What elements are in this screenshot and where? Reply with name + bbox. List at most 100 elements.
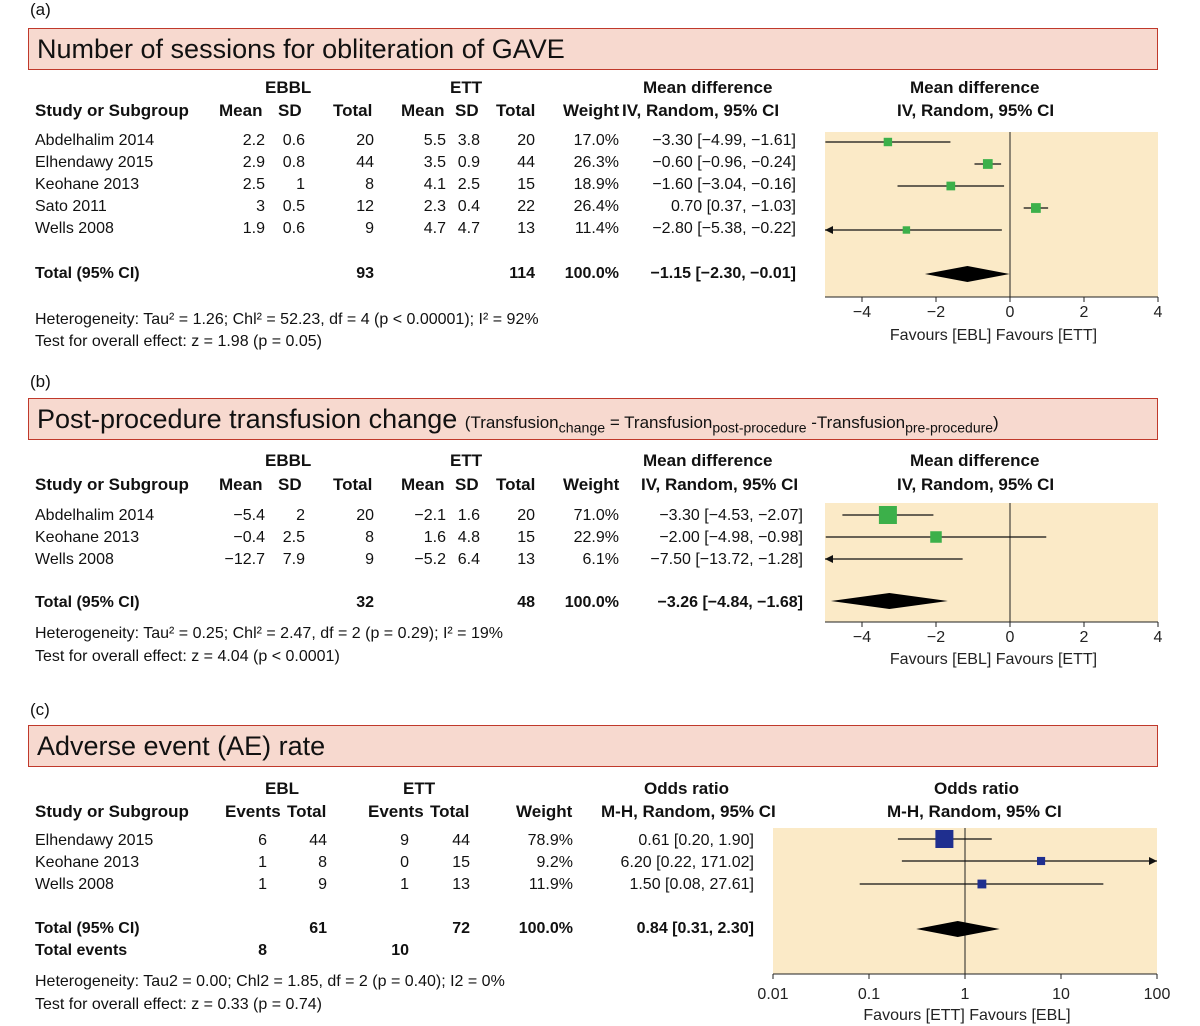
study-marker <box>982 159 993 169</box>
value: 3.8 <box>457 132 480 149</box>
study-marker <box>946 181 956 191</box>
value: 3 <box>256 198 265 215</box>
formula-sub: pre-procedure <box>905 419 994 436</box>
ci-arrow-right <box>1149 857 1157 865</box>
study-name: Elhendawy 2015 <box>35 154 154 171</box>
value: 44 <box>309 832 327 849</box>
total-weight: 100.0% <box>564 594 619 611</box>
study-marker <box>977 879 987 889</box>
value: 20 <box>356 507 374 524</box>
panel-b-col-total2: Total <box>496 475 536 494</box>
value: 4.7 <box>457 220 480 237</box>
ci-text: 0.70 [0.37, −1.03] <box>671 198 796 215</box>
weight: 26.4% <box>573 198 619 215</box>
ci-text: −0.60 [−0.96, −0.24] <box>652 154 796 171</box>
panel-c-effect-bottom: M-H, Random, 95% CI <box>601 802 776 821</box>
value: 2.5 <box>282 529 305 546</box>
value: 13 <box>452 876 470 893</box>
value: 4.8 <box>457 529 480 546</box>
panel-b-effect-top: Mean difference <box>643 451 773 470</box>
panel-b-heterogeneity: Heterogeneity: Tau² = 0.25; Chl² = 2.47,… <box>35 625 503 642</box>
panel-a-col-total2: Total <box>496 101 536 120</box>
study-name: Keohane 2013 <box>35 529 140 546</box>
favours-label: Favours [EBL] Favours [ETT] <box>890 327 1097 344</box>
ci-text: −3.30 [−4.53, −2.07] <box>659 507 803 524</box>
panel-b-title-formula: (Transfusionchange = Transfusionpost-pro… <box>464 413 999 436</box>
total-weight: 100.0% <box>564 265 619 282</box>
panel-a-group1: EBBL <box>265 78 312 97</box>
panel-a-title: Number of sessions for obliteration of G… <box>37 34 565 64</box>
panel-a-col-total1: Total <box>333 101 373 120</box>
total-ci: −3.26 [−4.84, −1.68] <box>657 594 803 611</box>
panel-a-heterogeneity: Heterogeneity: Tau² = 1.26; Chl² = 52.23… <box>35 311 539 328</box>
panel-b-overall-test: Test for overall effect: z = 4.04 (p < 0… <box>35 648 340 665</box>
panel-a-col-sd2: SD <box>455 101 479 120</box>
x-tick-label: −2 <box>927 629 945 646</box>
study-marker <box>935 830 954 848</box>
weight: 17.0% <box>573 132 619 149</box>
panel-b-col-mean2: Mean <box>401 475 445 494</box>
value: 8 <box>365 176 374 193</box>
panel-c-col-total2: Total <box>430 802 470 821</box>
value: 15 <box>517 176 535 193</box>
panel-a-overall-test: Test for overall effect: z = 1.98 (p = 0… <box>35 333 322 350</box>
x-tick-label: 0 <box>1006 304 1015 321</box>
x-tick-label: 100 <box>1144 986 1171 1003</box>
value: 2.3 <box>423 198 446 215</box>
panel-c-col-events2: Events <box>368 802 424 821</box>
panel-c-col-events1: Events <box>225 802 281 821</box>
value: −0.4 <box>233 529 265 546</box>
value: 4.7 <box>423 220 446 237</box>
panel-a-group2: ETT <box>450 78 483 97</box>
panel-b-effect-bottom: IV, Random, 95% CI <box>641 475 799 494</box>
formula-sub: post-procedure <box>712 419 807 436</box>
panel-a-forest-plot: −4 −2 0 2 4 Favours [EBL] Favours [ETT] <box>825 132 1163 344</box>
value: 8 <box>365 529 374 546</box>
weight: 78.9% <box>527 832 573 849</box>
formula-text: -Transfusion <box>806 413 906 432</box>
ci-text: −1.60 [−3.04, −0.16] <box>652 176 796 193</box>
value: 12 <box>356 198 374 215</box>
formula-text: ) <box>993 413 999 432</box>
panel-a-title-banner: Number of sessions for obliteration of G… <box>28 28 1158 70</box>
total-events-label: Total events <box>35 942 128 959</box>
value: 9 <box>318 876 327 893</box>
total-label: Total (95% CI) <box>35 265 140 282</box>
total-weight: 100.0% <box>518 920 573 937</box>
panel-a-col-mean1: Mean <box>219 101 263 120</box>
value: 0 <box>400 854 409 871</box>
x-tick-label: 0.1 <box>858 986 880 1003</box>
value: 13 <box>517 551 535 568</box>
panel-c-plot-title-top: Odds ratio <box>934 779 1020 798</box>
total-n2: 114 <box>509 265 535 282</box>
panel-b-title: Post-procedure transfusion change <box>37 404 458 434</box>
ci-text: 0.61 [0.20, 1.90] <box>638 832 754 849</box>
panel-b-col-mean1: Mean <box>219 475 263 494</box>
ci-text: 6.20 [0.22, 171.02] <box>620 854 754 871</box>
weight: 6.1% <box>582 551 619 568</box>
study-name: Keohane 2013 <box>35 176 140 193</box>
value: −2.1 <box>414 507 446 524</box>
formula-text: (Transfusion <box>464 413 559 432</box>
panel-b-plot-title-bottom: IV, Random, 95% CI <box>897 475 1055 494</box>
value: 20 <box>356 132 374 149</box>
value: 44 <box>517 154 535 171</box>
value: 20 <box>517 132 535 149</box>
pooled-diamond <box>830 593 948 609</box>
study-marker <box>1031 203 1041 213</box>
weight: 26.3% <box>573 154 619 171</box>
value: 22 <box>517 198 535 215</box>
panel-a-col-mean2: Mean <box>401 101 445 120</box>
value: 1.6 <box>457 507 480 524</box>
x-tick-label: 2 <box>1080 304 1089 321</box>
weight: 11.9% <box>528 876 573 893</box>
value: 15 <box>452 854 470 871</box>
panel-c-heterogeneity: Heterogeneity: Tau2 = 0.00; Chl2 = 1.85,… <box>35 973 505 990</box>
total-n1: 93 <box>356 265 374 282</box>
panel-b-forest-plot: −4 −2 0 2 4 Favours [EBL] Favours [ETT] <box>825 503 1163 668</box>
panel-b-plot-title-top: Mean difference <box>910 451 1040 470</box>
pooled-diamond <box>916 921 1000 937</box>
value: 9 <box>365 551 374 568</box>
weight: 9.2% <box>536 854 573 871</box>
x-tick-label: 4 <box>1154 629 1163 646</box>
